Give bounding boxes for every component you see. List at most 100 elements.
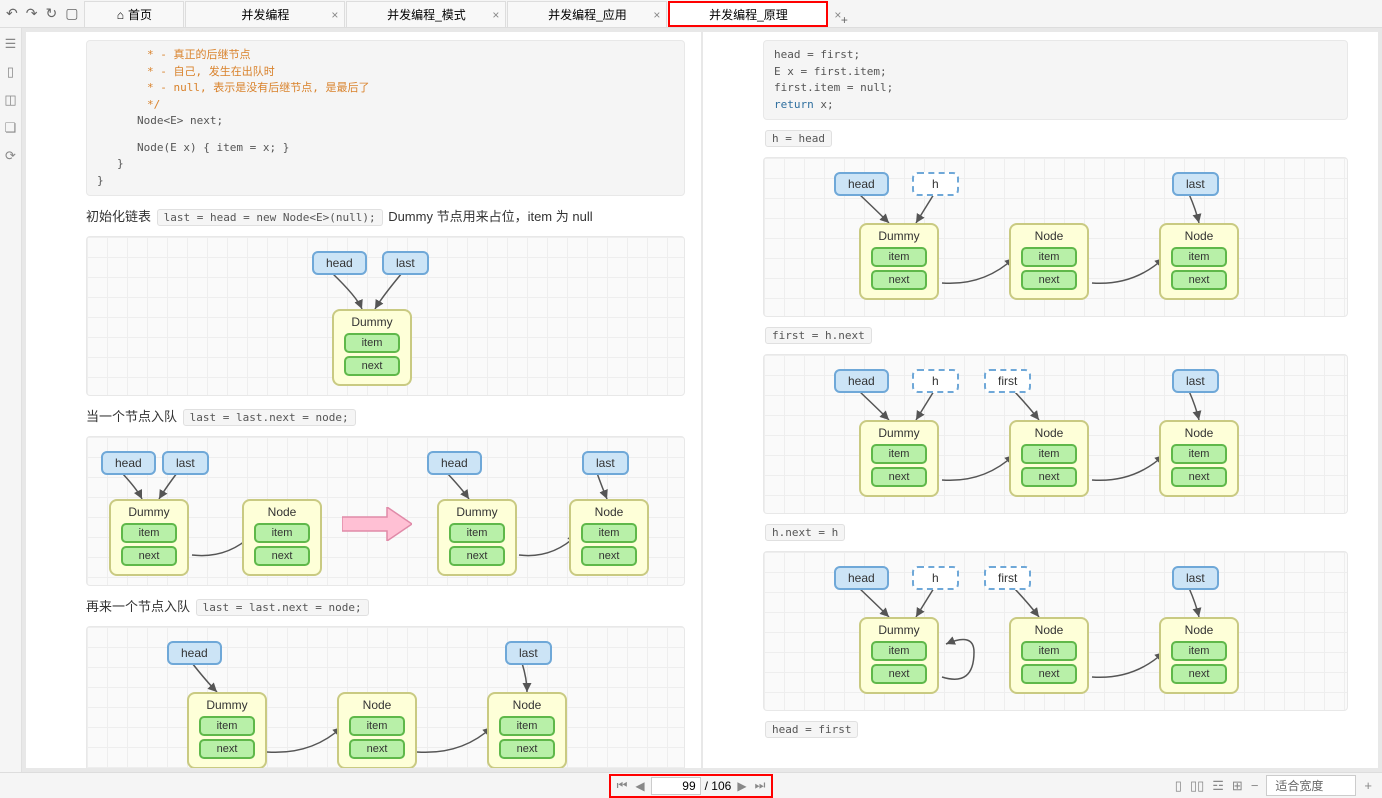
rdiagram-3: head h first last Dummy item next Node <box>763 551 1348 711</box>
view-continuous-icon[interactable]: ☲ <box>1212 778 1224 794</box>
slot-next: next <box>199 739 256 759</box>
redo-icon[interactable]: ↻ <box>45 5 57 22</box>
tabs-bar: ⌂ 首页 并发编程 × 并发编程_模式 × 并发编程_应用 × 并发编程_原理 … <box>84 0 1382 27</box>
node-node: Node item next <box>1159 223 1239 300</box>
node-title: Dummy <box>128 505 169 519</box>
bookmark-icon[interactable]: ◫ <box>4 92 16 108</box>
menu-icon[interactable]: ☰ <box>5 36 17 52</box>
top-toolbar: ↶ ↷ ↻ ▢ ⌂ 首页 并发编程 × 并发编程_模式 × 并发编程_应用 × <box>0 0 1382 28</box>
slot-item: item <box>871 641 928 661</box>
left-pane: * - 真正的后继节点 * - 自己, 发生在出队时 * - null, 表示是… <box>26 32 701 768</box>
ptr-last: last <box>505 641 552 665</box>
node-node: Node item next <box>569 499 649 576</box>
tab-2[interactable]: 并发编程_模式 × <box>346 1 506 27</box>
chip-4: head = first <box>765 721 858 738</box>
save-icon[interactable]: ▢ <box>65 5 78 22</box>
view-dual-icon[interactable]: ▯▯ <box>1190 778 1204 794</box>
section-1-code: last = head = new Node<E>(null); <box>157 209 383 226</box>
close-icon[interactable]: × <box>492 8 499 22</box>
back-icon[interactable]: ↶ <box>6 5 18 22</box>
zoom-out-icon[interactable]: − <box>1251 778 1259 793</box>
slot-item: item <box>1171 247 1228 267</box>
rchip-4: head = first <box>763 721 1348 738</box>
slot-item: item <box>581 523 638 543</box>
slot-item: item <box>499 716 556 736</box>
slot-next: next <box>1171 467 1228 487</box>
section-2: 当一个节点入队 last = last.next = node; <box>86 406 685 426</box>
layers-icon[interactable]: ❏ <box>5 120 17 136</box>
node-dummy: Dummy item next <box>859 617 939 694</box>
node-dummy: Dummy item next <box>859 223 939 300</box>
close-icon[interactable]: × <box>331 8 338 22</box>
chip-1: h = head <box>765 130 832 147</box>
node-title: Node <box>1035 623 1064 637</box>
kw-return: return <box>774 98 814 111</box>
ptr-last: last <box>162 451 209 475</box>
tab-3[interactable]: 并发编程_应用 × <box>507 1 667 27</box>
node-title: Node <box>363 698 392 712</box>
node-node: Node item next <box>1009 420 1089 497</box>
tab-3-label: 并发编程_应用 <box>548 6 627 23</box>
next-page-icon[interactable]: ▶ <box>735 779 748 793</box>
slot-next: next <box>254 546 311 566</box>
status-bar: ⏮ ◀ / 106 ▶ ⏭ ▯ ▯▯ ☲ ⊞ − 适合宽度 + <box>0 772 1382 798</box>
slot-next: next <box>1171 270 1228 290</box>
code-line: head = first; <box>774 47 1337 64</box>
ptr-head: head <box>834 172 889 196</box>
section-1-text: 初始化链表 <box>86 209 151 224</box>
ptr-head: head <box>101 451 156 475</box>
node-node: Node item next <box>1159 420 1239 497</box>
section-1: 初始化链表 last = head = new Node<E>(null); D… <box>86 206 685 226</box>
page-input[interactable] <box>651 777 701 795</box>
node-title: Dummy <box>878 623 919 637</box>
node-title: Node <box>268 505 297 519</box>
last-page-icon[interactable]: ⏭ <box>753 778 768 793</box>
slot-item: item <box>199 716 256 736</box>
slot-item: item <box>871 444 928 464</box>
undo-icon[interactable]: ↷ <box>26 5 38 22</box>
code-comment: * - 真正的后继节点 <box>97 47 674 64</box>
slot-next: next <box>581 546 638 566</box>
page-nav: ⏮ ◀ / 106 ▶ ⏭ <box>611 776 772 796</box>
code-line: first.item = null; <box>774 80 1337 97</box>
code-tail: x; <box>814 98 834 111</box>
ptr-h: h <box>912 369 959 393</box>
tab-1-label: 并发编程 <box>241 6 289 23</box>
view-grid-icon[interactable]: ⊞ <box>1232 778 1243 794</box>
diagram-enqueue-1: head last Dummy item next Node item next <box>86 436 685 586</box>
first-page-icon[interactable]: ⏮ <box>615 778 630 793</box>
slot-item: item <box>349 716 406 736</box>
close-icon[interactable]: × <box>653 8 660 22</box>
node-node: Node item next <box>487 692 567 768</box>
tab-home[interactable]: ⌂ 首页 <box>84 1 184 27</box>
refresh-icon[interactable]: ⟳ <box>5 148 16 164</box>
ptr-last: last <box>1172 369 1219 393</box>
prev-page-icon[interactable]: ◀ <box>633 779 646 793</box>
doc-icon[interactable]: ▯ <box>7 64 14 80</box>
tab-4[interactable]: 并发编程_原理 × <box>668 1 828 27</box>
node-node: Node item next <box>242 499 322 576</box>
diagram-init: head last Dummy item next <box>86 236 685 396</box>
code-line: } <box>97 156 674 173</box>
tab-1[interactable]: 并发编程 × <box>185 1 345 27</box>
slot-next: next <box>499 739 556 759</box>
node-title: Dummy <box>878 229 919 243</box>
close-icon[interactable]: × <box>834 8 841 22</box>
slot-next: next <box>121 546 178 566</box>
ptr-last: last <box>1172 566 1219 590</box>
view-single-icon[interactable]: ▯ <box>1175 778 1182 794</box>
zoom-select[interactable]: 适合宽度 <box>1266 775 1356 796</box>
node-dummy: Dummy item next <box>187 692 267 768</box>
node-title: Dummy <box>206 698 247 712</box>
big-arrow-icon <box>342 507 412 541</box>
node-title: Dummy <box>351 315 392 329</box>
zoom-in-icon[interactable]: + <box>1364 778 1372 793</box>
code-comment: */ <box>97 97 674 114</box>
node-node: Node item next <box>1009 617 1089 694</box>
rchip-2: first = h.next <box>763 327 1348 344</box>
tab-2-label: 并发编程_模式 <box>387 6 466 23</box>
ptr-head: head <box>834 369 889 393</box>
section-3-code: last = last.next = node; <box>196 599 369 616</box>
home-icon: ⌂ <box>117 8 124 22</box>
slot-next: next <box>1021 664 1078 684</box>
